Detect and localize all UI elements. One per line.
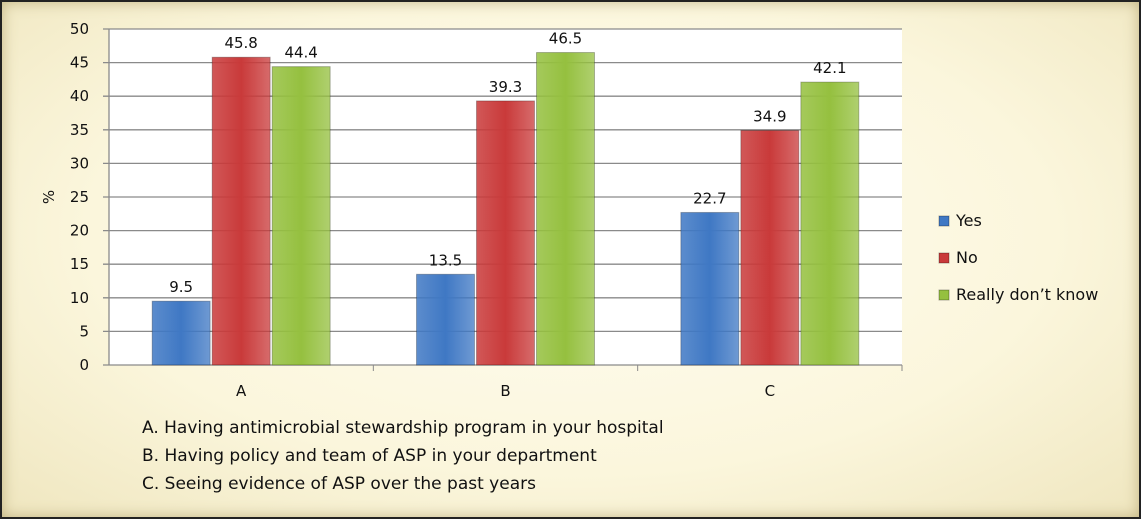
bar-yes bbox=[151, 300, 211, 366]
y-tick-label: 45 bbox=[70, 54, 89, 72]
data-label: 42.1 bbox=[813, 59, 846, 77]
legend-swatch bbox=[938, 289, 950, 301]
y-tick-label: 35 bbox=[70, 121, 89, 139]
data-label: 13.5 bbox=[429, 251, 462, 269]
bar-no bbox=[740, 129, 800, 366]
bar-really-don-t-know bbox=[536, 52, 595, 366]
note-b: B. Having policy and team of ASP in your… bbox=[142, 446, 597, 466]
y-tick-label: 15 bbox=[70, 255, 89, 273]
bar-no bbox=[211, 56, 271, 366]
bar-really-don-t-know bbox=[271, 66, 331, 366]
y-tick-label: 40 bbox=[70, 87, 89, 105]
y-tick-label: 30 bbox=[70, 154, 89, 172]
data-label: 34.9 bbox=[753, 107, 786, 125]
x-tick-label: C bbox=[765, 382, 775, 400]
bar-no bbox=[476, 100, 535, 366]
data-label: 44.4 bbox=[284, 44, 317, 62]
data-label: 46.5 bbox=[549, 30, 582, 48]
data-label: 9.5 bbox=[169, 278, 193, 296]
y-tick-label: 5 bbox=[79, 322, 89, 340]
y-axis-label: % bbox=[40, 190, 58, 204]
y-tick-label: 10 bbox=[70, 289, 89, 307]
note-a: A. Having antimicrobial stewardship prog… bbox=[142, 418, 664, 438]
note-c: C. Seeing evidence of ASP over the past … bbox=[142, 474, 536, 494]
legend-swatch bbox=[938, 252, 950, 264]
legend-label: Really don’t know bbox=[956, 285, 1098, 304]
legend-swatch bbox=[938, 215, 950, 227]
bar-yes bbox=[416, 273, 475, 366]
x-tick-label: B bbox=[500, 382, 510, 400]
data-label: 45.8 bbox=[224, 34, 257, 52]
y-tick-label: 25 bbox=[70, 188, 89, 206]
data-label: 22.7 bbox=[693, 189, 726, 207]
legend-label: No bbox=[956, 248, 978, 267]
legend-label: Yes bbox=[955, 211, 982, 230]
y-tick-label: 20 bbox=[70, 222, 89, 240]
data-label: 39.3 bbox=[489, 78, 522, 96]
x-tick-label: A bbox=[236, 382, 247, 400]
bar-really-don-t-know bbox=[800, 81, 860, 366]
y-tick-label: 50 bbox=[70, 20, 89, 38]
y-tick-label: 0 bbox=[79, 356, 89, 374]
bar-yes bbox=[680, 211, 740, 366]
